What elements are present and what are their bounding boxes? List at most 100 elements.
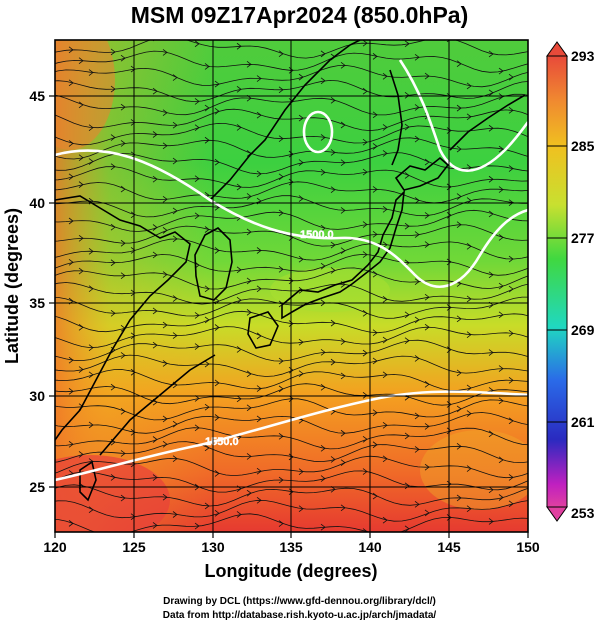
streamline-arrow	[498, 145, 504, 153]
streamline-arrow	[256, 170, 262, 178]
streamline-arrow	[382, 241, 388, 249]
streamline-arrow	[340, 247, 346, 255]
colorbar-bottom-arrow	[546, 506, 568, 522]
streamline-arrow	[236, 296, 242, 304]
contour-low-center	[302, 110, 334, 154]
streamline-arrow	[152, 474, 158, 481]
streamline-arrow	[162, 415, 168, 423]
streamline-arrow	[120, 140, 126, 147]
streamline-arrow	[120, 494, 126, 502]
streamline	[55, 282, 528, 305]
coastline-korea	[194, 227, 233, 301]
streamline-arrow	[372, 111, 378, 119]
streamline-arrow	[424, 509, 430, 517]
streamline-arrow	[194, 522, 200, 530]
streamline-arrow	[214, 80, 220, 88]
streamline-arrow	[320, 383, 326, 391]
streamline-arrow	[340, 338, 346, 345]
streamline	[55, 195, 528, 218]
streamline-arrow	[414, 104, 420, 111]
streamline-arrow	[340, 459, 346, 466]
streamline-arrow	[330, 186, 336, 193]
streamline-arrow	[446, 346, 452, 353]
coastline-japan-kyushu	[247, 311, 279, 349]
y-tick-labels: 25 30 35 40 45	[29, 88, 45, 495]
streamline-arrow	[498, 311, 504, 319]
colorbar-label-269: 269	[571, 322, 595, 338]
streamline-arrow	[152, 341, 158, 349]
streamline-arrow	[172, 74, 178, 81]
streamline-arrow	[456, 494, 462, 502]
streamline-arrow	[340, 159, 346, 167]
streamline-arrow	[340, 121, 346, 129]
streamline-arrow	[298, 195, 304, 202]
streamline-arrow	[488, 210, 494, 218]
coastlines	[55, 40, 526, 502]
streamline-arrow	[194, 124, 200, 131]
coastline-taiwan	[79, 460, 97, 502]
colorbar-top-arrow	[546, 41, 568, 57]
contour-label-1550: 1550.0	[205, 436, 239, 448]
streamline-arrow	[288, 234, 294, 241]
streamline-arrow	[152, 436, 158, 443]
credits-drawing: Drawing by DCL (https://www.gfd-dennou.o…	[163, 596, 436, 607]
streamline-arrow	[372, 492, 378, 500]
streamline-arrow	[320, 475, 326, 482]
streamline-arrow	[68, 79, 74, 87]
streamline-arrow	[404, 525, 410, 532]
streamline-arrow	[404, 482, 410, 490]
streamline-arrow	[382, 296, 388, 303]
streamline-arrow	[172, 332, 178, 339]
streamline-arrow	[424, 323, 430, 331]
coastline-kurils	[449, 94, 526, 151]
streamline-arrow	[172, 511, 178, 518]
streamline-arrow	[130, 332, 136, 340]
streamline-arrow	[382, 150, 388, 157]
streamline-arrow	[456, 369, 462, 377]
streamline-arrow	[246, 453, 252, 460]
streamline	[55, 238, 528, 261]
streamline-arrow	[362, 310, 368, 317]
streamline-arrow	[152, 522, 158, 529]
streamline-arrow	[152, 131, 158, 138]
streamline-arrow	[214, 324, 220, 331]
x-tick-150: 150	[516, 539, 540, 555]
streamline-arrow	[110, 223, 116, 231]
streamline-arrow	[362, 221, 368, 228]
streamline-arrow	[204, 444, 210, 452]
streamline-arrow	[172, 235, 178, 243]
streamline-arrow	[110, 474, 116, 481]
streamline-arrow	[152, 307, 158, 315]
streamline-arrow	[172, 455, 178, 462]
streamline-arrow	[78, 154, 84, 162]
streamline-arrow	[278, 357, 284, 365]
streamline-arrow	[446, 127, 452, 134]
y-tick-40: 40	[29, 195, 45, 211]
streamline-arrow	[330, 97, 336, 104]
streamline-arrow	[194, 312, 200, 319]
streamline-arrow	[488, 518, 494, 525]
streamline-arrow	[110, 134, 116, 141]
y-tick-25: 25	[29, 479, 45, 495]
streamline-arrow	[362, 168, 368, 176]
streamline-arrow	[88, 158, 94, 165]
x-tick-130: 130	[201, 539, 225, 555]
streamline-arrow	[256, 75, 262, 82]
streamline-arrow	[382, 421, 388, 429]
streamline-arrow	[508, 255, 514, 263]
streamline-arrow	[68, 173, 74, 181]
colorbar: 293 285 277 269 261 253	[546, 41, 595, 522]
streamline-arrow	[110, 309, 116, 317]
streamline-arrow	[130, 119, 136, 126]
streamline-arrow	[320, 224, 326, 232]
streamline-arrow	[498, 234, 504, 241]
streamline-arrow	[508, 474, 514, 481]
streamline-arrow	[278, 50, 284, 58]
streamline-arrow	[498, 93, 504, 100]
streamline-arrow	[372, 270, 378, 278]
streamline-arrow	[130, 429, 136, 436]
credits-data: Data from http://database.rish.kyoto-u.a…	[162, 610, 437, 621]
streamline-arrow	[256, 285, 262, 293]
streamline	[55, 354, 528, 377]
streamline-arrow	[498, 456, 504, 464]
